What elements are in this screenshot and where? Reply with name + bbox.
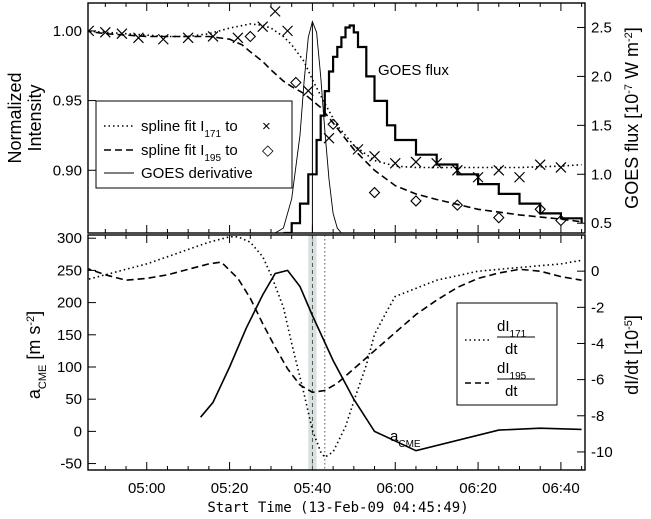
i195-data-point bbox=[290, 76, 302, 89]
y-tick-label-left: 0.90 bbox=[53, 162, 82, 179]
legend-label-i171: spline fit I171 to bbox=[141, 118, 238, 140]
y-tick-label-left: 250 bbox=[57, 262, 82, 279]
bottom-ticks: 05:00 05:20 05:40 06:00 06:20 06:40 -50 0 50 100 1… bbox=[57, 230, 613, 497]
x-tick-label: 06:40 bbox=[542, 480, 580, 497]
i171-data-point bbox=[269, 5, 281, 17]
uncertainty-band bbox=[308, 235, 317, 470]
top-series bbox=[88, 5, 583, 233]
goes-flux-line bbox=[283, 24, 583, 233]
i171-data-point bbox=[232, 32, 244, 44]
i171-data-point bbox=[410, 156, 422, 168]
i195-data-point bbox=[368, 186, 381, 199]
i195-data-point bbox=[410, 195, 422, 207]
i195-data-point bbox=[451, 199, 464, 211]
i171-data-point bbox=[302, 85, 314, 97]
i171-data-point bbox=[555, 162, 567, 173]
legend-di195-numerator: dI195 bbox=[497, 360, 527, 382]
i171-data-point bbox=[514, 171, 525, 183]
i195-data-point bbox=[244, 30, 257, 43]
y-tick-label-right: 0.5 bbox=[591, 215, 612, 232]
i171-data-point bbox=[534, 159, 546, 171]
i171-data-point bbox=[493, 164, 505, 176]
y-tick-label-right: 2.0 bbox=[591, 68, 612, 85]
bottom-legend: dI171 dt dI195 dt bbox=[456, 302, 558, 406]
i171-data-point bbox=[99, 26, 111, 38]
i195-data-point bbox=[493, 211, 505, 224]
goes-flux-annotation: GOES flux bbox=[378, 62, 449, 79]
legend-marker-x: × bbox=[262, 118, 271, 135]
y-tick-label-right: 2.5 bbox=[591, 19, 612, 36]
acme-annotation: aCME bbox=[390, 428, 421, 450]
i171-data-point bbox=[207, 31, 219, 42]
legend-di171-denominator: dt bbox=[505, 341, 518, 358]
i171-data-point bbox=[133, 32, 144, 44]
top-plot-frame bbox=[87, 2, 586, 234]
i171-data-point bbox=[88, 25, 95, 37]
x-tick-label: 05:40 bbox=[294, 480, 332, 497]
i171-data-point bbox=[369, 150, 380, 162]
bottom-plot-frame bbox=[87, 234, 586, 471]
y-tick-label-right: -2 bbox=[591, 299, 604, 316]
bottom-y-right-title: dI/dt [10-5] bbox=[622, 315, 642, 395]
y-tick-label-left: 1.00 bbox=[53, 23, 82, 40]
bottom-legend-box bbox=[456, 302, 558, 406]
i171-data-point bbox=[352, 143, 364, 155]
y-tick-label-left: 200 bbox=[57, 295, 82, 312]
legend-label-i195: spline fit I195 to bbox=[141, 142, 238, 164]
y-tick-label-left: 300 bbox=[57, 230, 82, 247]
di195-dt-line bbox=[88, 261, 582, 394]
y-tick-label-right: -8 bbox=[591, 408, 604, 425]
x-tick-label: 06:00 bbox=[376, 480, 414, 497]
i195-data-point bbox=[327, 118, 339, 131]
top-y-left-title-line1: Normalized bbox=[5, 72, 25, 163]
x-tick-label: 05:00 bbox=[128, 480, 166, 497]
top-legend: spline fit I171 to × spline fit I195 to … bbox=[95, 100, 293, 189]
i171-data-point bbox=[116, 28, 128, 40]
y-tick-label-left: 0.95 bbox=[53, 93, 82, 110]
x-axis-title: Start Time (13-Feb-09 04:45:49) bbox=[207, 500, 468, 516]
i171-data-point bbox=[389, 157, 401, 169]
i171-data-point bbox=[257, 21, 269, 33]
y-tick-label-right: -6 bbox=[591, 372, 604, 389]
top-panel: 0.90 0.95 1.00 0.5 1.0 1.5 2.0 2.5 Normalized I… bbox=[5, 2, 642, 234]
bottom-series bbox=[88, 235, 582, 470]
y-tick-label-right: 1.0 bbox=[591, 166, 612, 183]
acme-line bbox=[199, 269, 582, 452]
x-tick-label: 06:20 bbox=[459, 480, 497, 497]
bottom-panel: 05:00 05:20 05:40 06:00 06:20 06:40 -50 0 50 100 1… bbox=[24, 230, 642, 516]
spline-fit-i195-line bbox=[88, 30, 582, 223]
top-ticks: 0.90 0.95 1.00 0.5 1.0 1.5 2.0 2.5 bbox=[53, 3, 612, 233]
legend-marker-diamond: ◇ bbox=[262, 142, 274, 159]
y-tick-label-left: 100 bbox=[57, 359, 82, 376]
i171-data-point bbox=[282, 25, 293, 37]
y-tick-label-left: 150 bbox=[57, 327, 82, 344]
bottom-y-left-title: aCME [m s-2] bbox=[24, 311, 49, 399]
top-y-right-title: GOES flux [10-7 W m-2] bbox=[622, 27, 642, 209]
top-y-left-title-line2: Intensity bbox=[25, 84, 45, 151]
legend-di171-numerator: dI171 bbox=[497, 318, 527, 340]
i171-data-point bbox=[157, 33, 169, 45]
y-tick-label-left: -50 bbox=[60, 456, 82, 473]
y-tick-label-right: 0 bbox=[591, 263, 599, 280]
y-tick-label-right: -10 bbox=[591, 444, 613, 461]
legend-di195-denominator: dt bbox=[505, 383, 518, 400]
i171-data-point bbox=[182, 32, 194, 44]
legend-label-goes-derivative: GOES derivative bbox=[141, 165, 253, 182]
di171-dt-line bbox=[88, 236, 582, 459]
y-tick-label-left: 50 bbox=[65, 391, 82, 408]
y-tick-label-right: 1.5 bbox=[591, 117, 612, 134]
x-tick-label: 05:20 bbox=[211, 480, 249, 497]
y-tick-label-left: 0 bbox=[74, 423, 82, 440]
goes-derivative-line bbox=[274, 20, 582, 233]
y-tick-label-right: -4 bbox=[591, 335, 604, 352]
